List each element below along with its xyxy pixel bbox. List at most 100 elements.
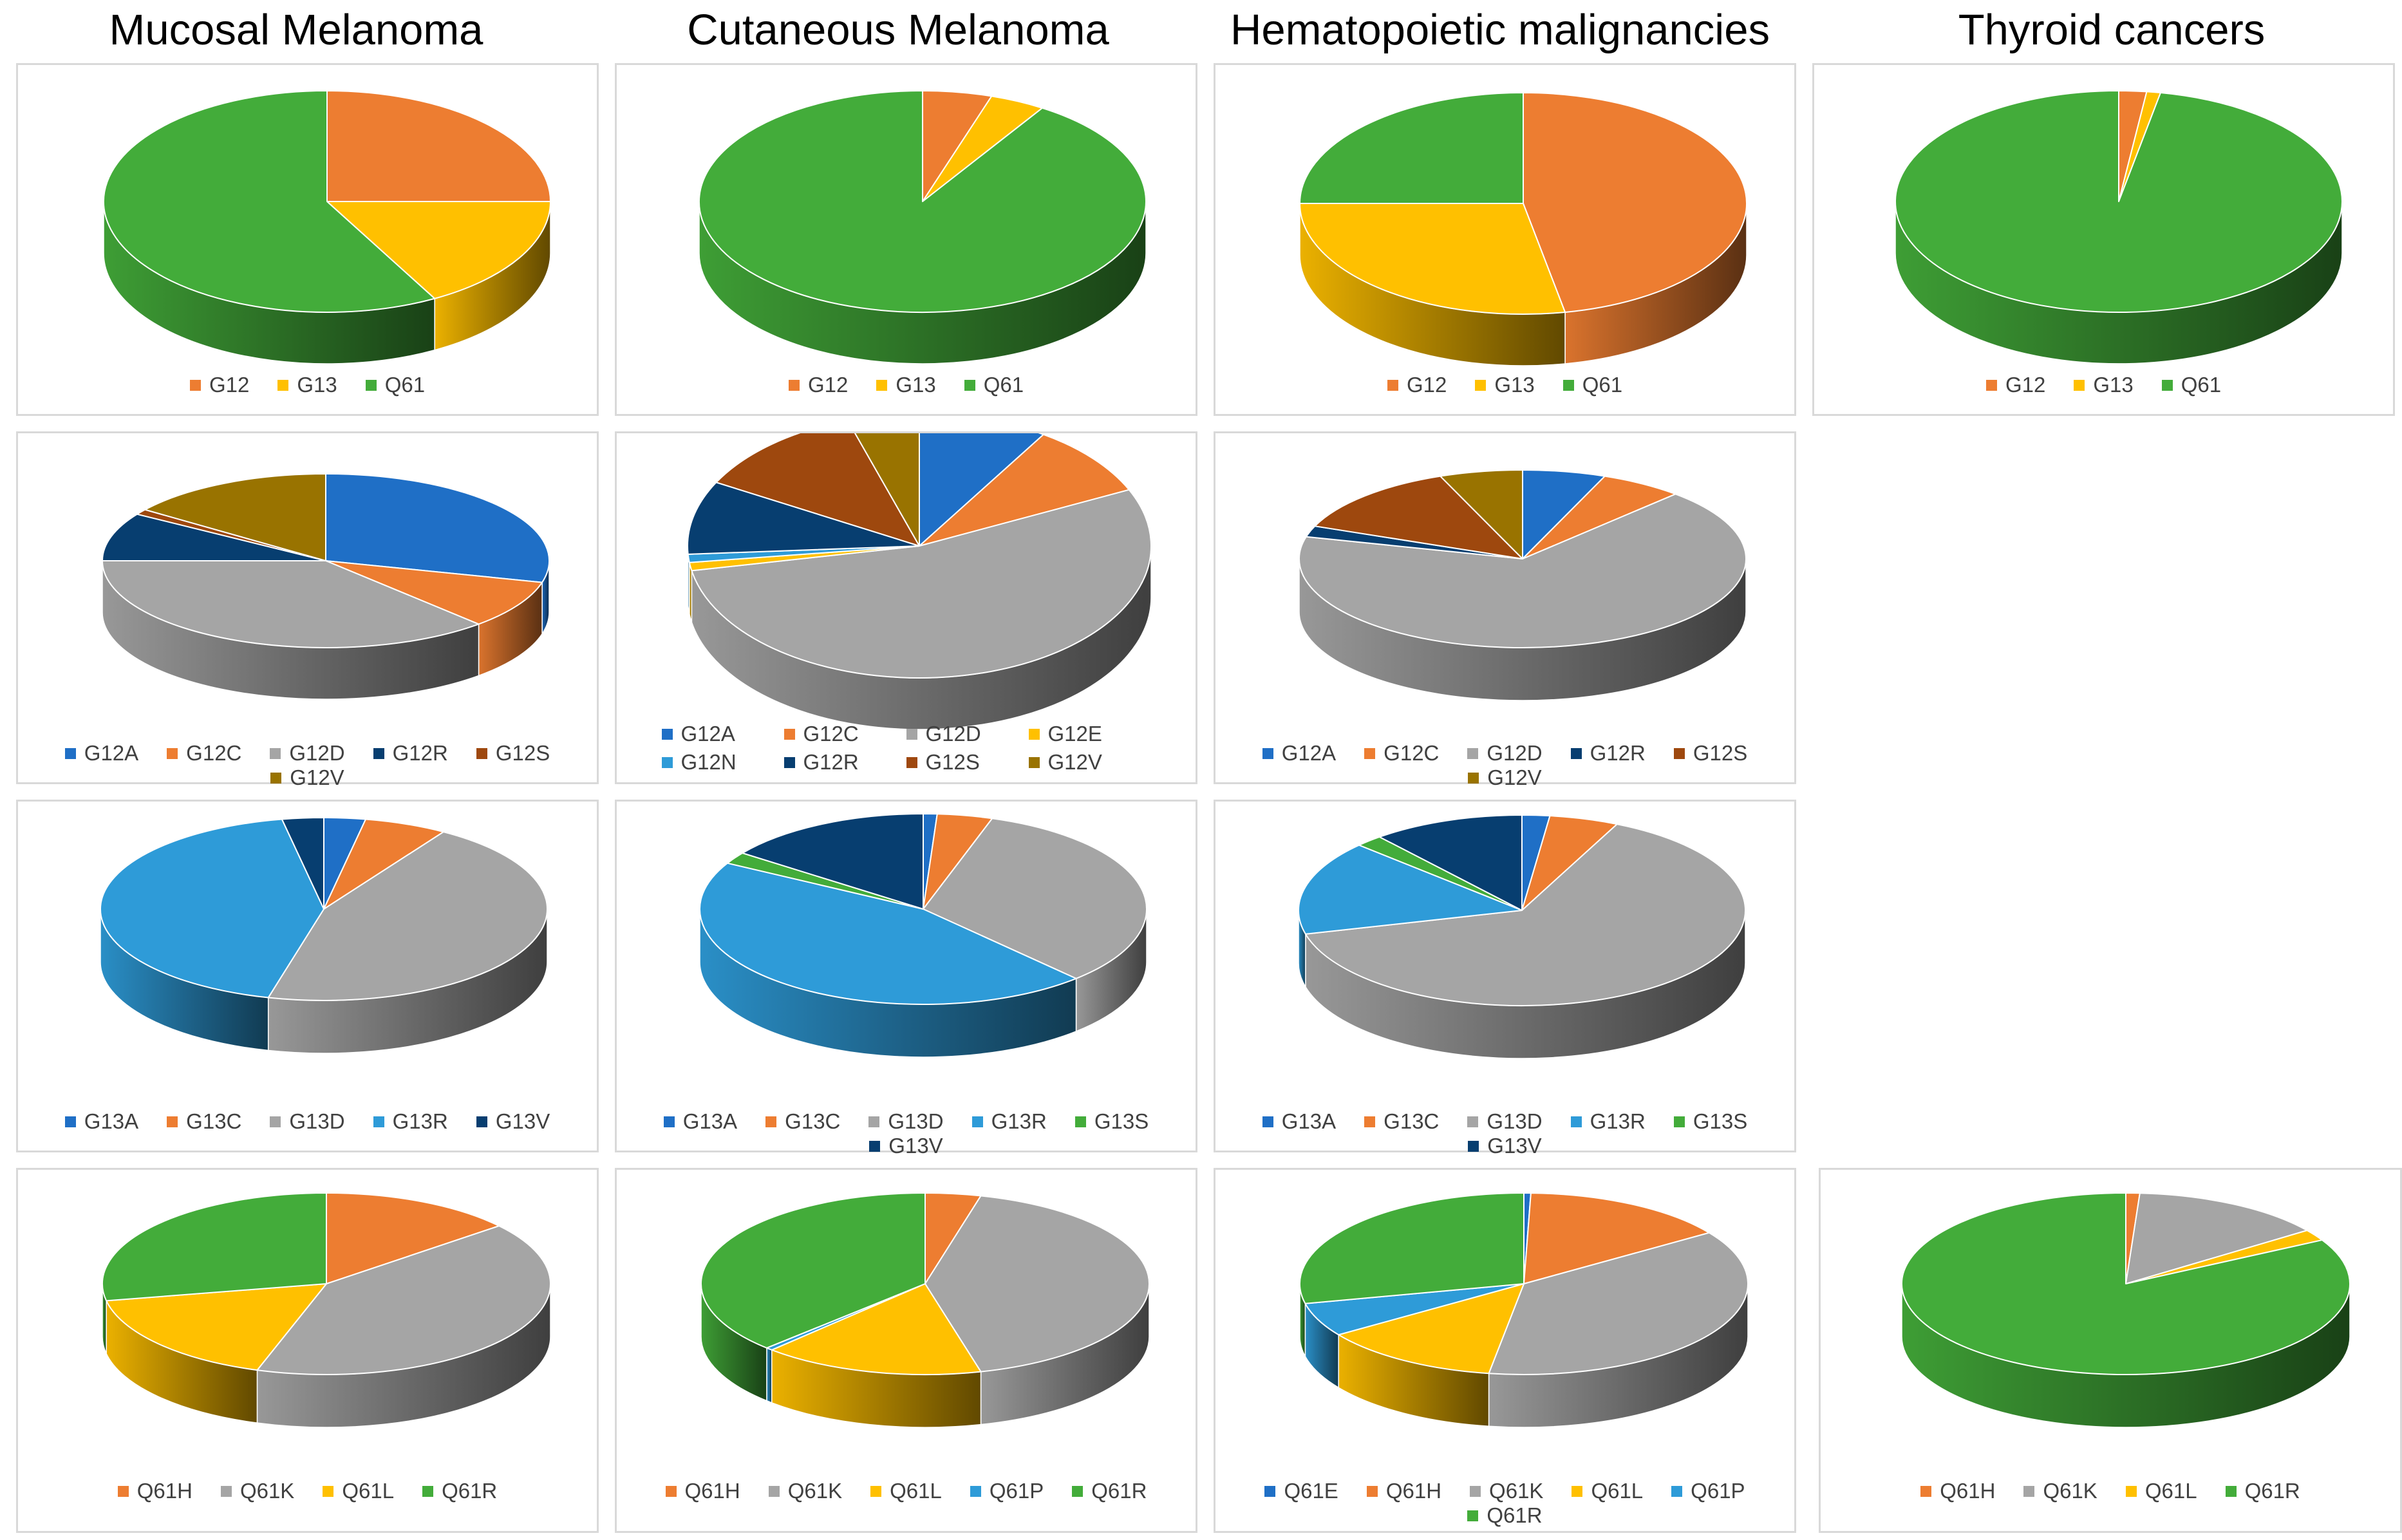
legend-item-q61r: Q61R bbox=[1467, 1503, 1543, 1528]
legend-item-g12d: G12D bbox=[1467, 741, 1543, 765]
slice-q61 bbox=[1299, 92, 1524, 204]
pie-cutaneous-codon bbox=[699, 90, 1147, 364]
legend-item-g13: G13 bbox=[876, 373, 936, 397]
slice-q61 bbox=[1895, 90, 2343, 313]
legend-item-g12v: G12V bbox=[270, 765, 344, 790]
pie-chart-mucosal-g13: G13A G13C G13D G13R G13V bbox=[16, 800, 599, 1152]
legend: G12 G13 Q61 bbox=[617, 373, 1196, 397]
legend-label: Q61H bbox=[136, 1479, 192, 1503]
legend-item-q61: Q61 bbox=[365, 373, 425, 397]
legend-item-q61l: Q61L bbox=[870, 1479, 942, 1503]
legend-label: G12A bbox=[1281, 741, 1337, 765]
slice-g13c bbox=[323, 818, 444, 910]
legend-item-q61k: Q61K bbox=[768, 1479, 842, 1503]
legend: G13A G13C G13D G13R G13V bbox=[18, 1109, 597, 1134]
slice-g13r bbox=[1298, 844, 1523, 935]
pie-mucosal-q61 bbox=[102, 1192, 551, 1428]
legend-item-g12v: G12V bbox=[1468, 765, 1542, 790]
legend-item-g13: G13 bbox=[2074, 373, 2134, 397]
legend-label: G13A bbox=[682, 1109, 738, 1133]
legend-swatch bbox=[2074, 379, 2085, 391]
legend-item-q61r: Q61R bbox=[1072, 1479, 1147, 1503]
legend-item-q61: Q61 bbox=[964, 373, 1024, 397]
legend-item-g12: G12 bbox=[189, 373, 249, 397]
legend-label: Q61R bbox=[1091, 1479, 1147, 1503]
legend-label: G12A bbox=[680, 722, 735, 746]
legend-swatch bbox=[1985, 379, 1997, 391]
legend-item-g12d: G12D bbox=[906, 722, 1029, 746]
slice-q61r bbox=[1901, 1192, 2350, 1375]
legend-label: G13C bbox=[1384, 1109, 1440, 1133]
legend-item-q61h: Q61H bbox=[1366, 1479, 1441, 1503]
legend-item-q61: Q61 bbox=[1562, 373, 1622, 397]
legend-swatch bbox=[1264, 1485, 1276, 1497]
legend-item-q61h: Q61H bbox=[665, 1479, 740, 1503]
legend-swatch bbox=[373, 1116, 384, 1127]
legend-item-g13c: G13C bbox=[167, 1109, 241, 1134]
legend-label: G13 bbox=[2093, 373, 2134, 397]
legend-label: Q61K bbox=[1489, 1479, 1544, 1503]
legend-swatch bbox=[365, 379, 377, 391]
slice-g13d bbox=[267, 831, 548, 1001]
slice-q61r bbox=[102, 1192, 327, 1302]
legend-item-g12r: G12R bbox=[1570, 741, 1646, 765]
legend-label: Q61P bbox=[1691, 1479, 1745, 1503]
column-title-hematopoietic: Hematopoietic malignancies bbox=[1230, 6, 1770, 54]
legend-label: G13R bbox=[991, 1109, 1047, 1133]
legend: G13A G13C G13D G13R G13S G13V bbox=[617, 1109, 1196, 1158]
legend-item-q61p: Q61P bbox=[970, 1479, 1044, 1503]
legend-item-q61r: Q61R bbox=[422, 1479, 497, 1503]
legend-item-g13: G13 bbox=[1475, 373, 1535, 397]
legend-swatch bbox=[422, 1485, 434, 1497]
legend-swatch bbox=[768, 1485, 780, 1497]
legend-item-q61p: Q61P bbox=[1671, 1479, 1745, 1503]
legend-label: G13D bbox=[1487, 1109, 1543, 1133]
legend-label: G12A bbox=[84, 741, 139, 765]
legend: G12A G12C G12D G12R G12S G12V bbox=[18, 741, 597, 790]
slice-g12c bbox=[325, 560, 543, 625]
pie-cutaneous-q61 bbox=[700, 1192, 1150, 1428]
legend-swatch bbox=[1262, 747, 1273, 759]
legend-swatch bbox=[870, 1485, 882, 1497]
legend-label: G13 bbox=[297, 373, 337, 397]
legend-item-g13v: G13V bbox=[869, 1134, 943, 1158]
column-title-cutaneous: Cutaneous Melanoma bbox=[687, 6, 1109, 54]
legend-label: G13V bbox=[888, 1134, 943, 1158]
slice-q61r bbox=[1299, 1192, 1525, 1304]
legend-swatch bbox=[1562, 379, 1574, 391]
legend-swatch bbox=[1570, 1116, 1582, 1127]
slice-g12d bbox=[691, 489, 1152, 679]
pie-chart-hematopoietic-g13: G13A G13C G13D G13R G13S G13V bbox=[1214, 800, 1796, 1158]
legend-swatch bbox=[270, 772, 282, 784]
legend-item-g13r: G13R bbox=[971, 1109, 1047, 1134]
legend-item-q61l: Q61L bbox=[2125, 1479, 2197, 1503]
legend-label: G13R bbox=[392, 1109, 448, 1133]
slice-g12v bbox=[1440, 469, 1523, 559]
slice-g12 bbox=[326, 90, 551, 202]
legend-label: G12D bbox=[289, 741, 345, 765]
legend-label: Q61 bbox=[983, 373, 1024, 397]
legend-swatch bbox=[1074, 1116, 1086, 1127]
legend-item-g13r: G13R bbox=[1570, 1109, 1646, 1134]
legend-item-q61k: Q61K bbox=[2023, 1479, 2097, 1503]
legend-swatch bbox=[2023, 1485, 2035, 1497]
legend-swatch bbox=[2225, 1485, 2237, 1497]
slice-g13 bbox=[1299, 203, 1566, 315]
legend-item-g13v: G13V bbox=[476, 1109, 550, 1134]
legend-label: G12R bbox=[392, 741, 448, 765]
legend-item-g12d: G12D bbox=[270, 741, 345, 765]
legend-item-g12r: G12R bbox=[783, 750, 906, 775]
legend-swatch bbox=[1475, 379, 1487, 391]
legend-item-g13d: G13D bbox=[270, 1109, 345, 1134]
legend-label: Q61R bbox=[2244, 1479, 2300, 1503]
legend-swatch bbox=[665, 1485, 677, 1497]
legend-label: G13D bbox=[289, 1109, 345, 1133]
legend-item-g13a: G13A bbox=[1262, 1109, 1336, 1134]
legend-label: Q61K bbox=[2043, 1479, 2097, 1503]
legend-swatch bbox=[869, 1140, 881, 1152]
legend-label: Q61L bbox=[1591, 1479, 1644, 1503]
legend-item-g13s: G13S bbox=[1673, 1109, 1747, 1134]
legend-swatch bbox=[1468, 1140, 1479, 1152]
legend-swatch bbox=[277, 379, 289, 391]
legend-label: Q61L bbox=[2144, 1479, 2197, 1503]
